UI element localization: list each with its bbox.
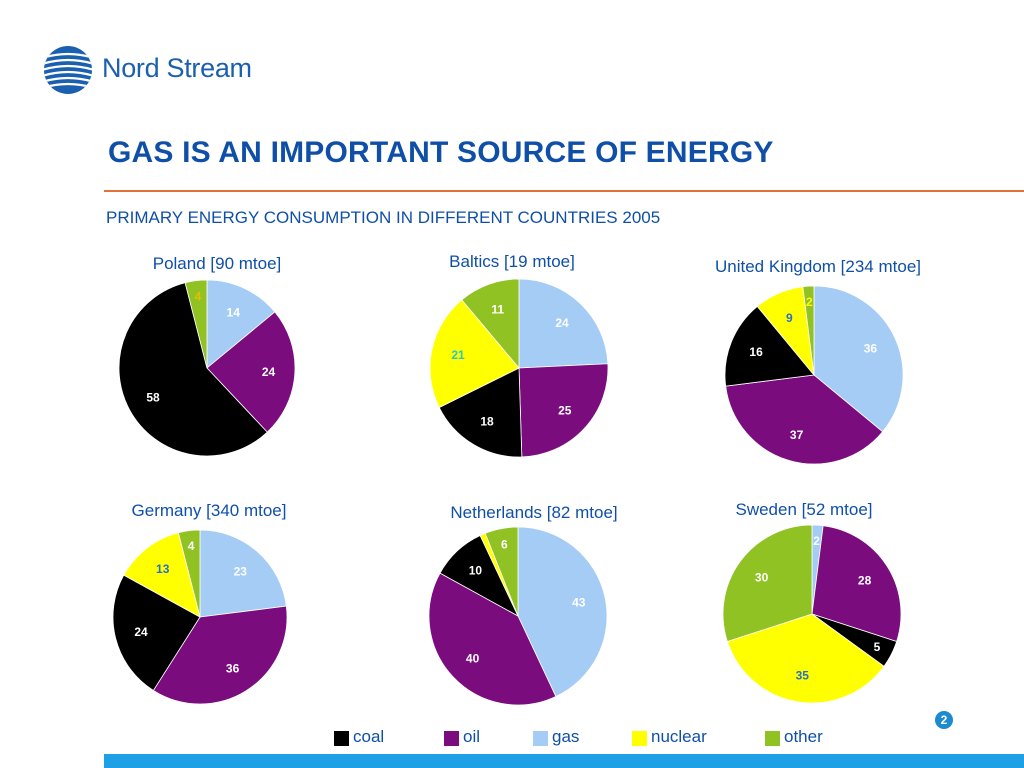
pie-slice-poland-oil (206, 311, 296, 433)
pie-slice-baltics-nuclear (429, 299, 520, 409)
pie-label-united-kingdom-other: 2 (806, 295, 813, 309)
legend-swatch-nuclear (632, 731, 647, 746)
pie-label-baltics-nuclear: 21 (451, 348, 465, 362)
pie-sweden: 2 28 5 35 30 (722, 524, 902, 704)
page-title: GAS IS AN IMPORTANT SOURCE OF ENERGY (108, 136, 774, 169)
pie-label-baltics-gas: 24 (555, 316, 569, 330)
legend-swatch-oil (444, 731, 459, 746)
legend-label-coal: coal (353, 727, 385, 746)
pie-label-baltics-coal: 18 (480, 415, 494, 429)
nord-stream-logo: Nord Stream (42, 44, 282, 96)
logo-globe-icon (44, 46, 92, 94)
pie-label-united-kingdom-oil: 37 (790, 428, 804, 442)
pie-label-germany-oil: 36 (226, 661, 240, 675)
pie-slice-netherlands-oil (428, 572, 557, 706)
footer-bar (104, 754, 1024, 768)
pie-label-united-kingdom-coal: 16 (749, 345, 763, 359)
page-subtitle: PRIMARY ENERGY CONSUMPTION IN DIFFERENT … (106, 208, 661, 227)
pie-label-germany-coal: 24 (134, 625, 148, 639)
pie-poland: 14 24 58 4 (118, 279, 296, 457)
pie-label-germany-other: 4 (188, 539, 195, 553)
pie-label-netherlands-coal: 10 (469, 564, 483, 578)
page-number-badge: 2 (935, 711, 953, 729)
pie-slice-germany-nuclear (123, 532, 201, 618)
title-divider (104, 190, 1024, 192)
pie-label-netherlands-other: 6 (501, 537, 508, 551)
legend-swatch-gas (533, 731, 548, 746)
pie-label-baltics-oil: 25 (558, 403, 572, 417)
pie-united-kingdom: 36 37 16 92 (724, 285, 904, 465)
pie-label-baltics-other: 11 (491, 303, 504, 317)
pie-slice-baltics-oil (518, 363, 609, 458)
pie-slice-netherlands-gas (517, 526, 608, 698)
legend-label-nuclear: nuclear (651, 727, 707, 746)
pie-label-netherlands-oil: 40 (466, 652, 480, 666)
pie-slice-sweden-oil (811, 525, 902, 643)
legend-label-oil: oil (463, 727, 481, 746)
pie-germany: 23 36 24 13 4 (112, 529, 288, 705)
pie-label-sweden-coal: 5 (874, 640, 881, 654)
pie-label-sweden-oil: 28 (858, 574, 872, 588)
pie-title-germany: Germany [340 mtoe] (131, 501, 287, 520)
pie-title-sweden: Sweden [52 mtoe] (735, 500, 873, 519)
pie-label-sweden-other: 30 (755, 570, 769, 584)
pie-label-netherlands-gas: 43 (572, 595, 586, 609)
pie-label-sweden-nuclear: 35 (796, 669, 810, 683)
pie-title-poland: Poland [90 mtoe] (152, 254, 282, 273)
pie-slice-united-kingdom-other (802, 285, 815, 376)
pie-slice-sweden-nuclear (726, 613, 885, 704)
pie-label-sweden-gas: 2 (813, 534, 820, 548)
pie-slice-germany-oil (152, 605, 288, 705)
pie-slice-baltics-other (461, 278, 520, 370)
legend-swatch-other (765, 731, 780, 746)
brand-name: Nord Stream (102, 53, 252, 83)
chart-legend: coal oil gas nuclear other (0, 727, 1024, 749)
pie-slice-germany-gas (199, 529, 287, 618)
legend-swatch-coal (334, 731, 349, 746)
pie-title-baltics: Baltics [19 mtoe] (449, 252, 575, 271)
pie-label-united-kingdom-gas: 36 (864, 342, 878, 356)
pie-label-poland-oil: 24 (262, 365, 276, 379)
pie-slice-united-kingdom-coal (724, 305, 815, 387)
pie-title-netherlands: Netherlands [82 mtoe] (450, 503, 618, 522)
pie-slice-baltics-gas (518, 278, 609, 369)
pie-netherlands: 43 40 10 6 (428, 526, 608, 706)
pie-label-poland-other: 4 (195, 289, 202, 303)
pie-slice-sweden-other (722, 524, 813, 643)
pie-slice-germany-coal (112, 574, 201, 692)
pie-slice-netherlands-other (484, 526, 519, 617)
pie-label-germany-gas: 23 (234, 564, 248, 578)
legend-label-other: other (784, 727, 823, 746)
pie-slice-united-kingdom-gas (813, 285, 904, 433)
pie-label-united-kingdom-nuclear: 9 (786, 311, 793, 325)
legend-label-gas: gas (552, 727, 580, 746)
pie-baltics: 24 25 18 21 11 (429, 278, 609, 458)
pie-slice-baltics-coal (438, 367, 523, 458)
pie-slice-germany-other (177, 529, 201, 618)
pie-label-poland-coal: 58 (146, 391, 160, 405)
pie-slice-poland-coal (118, 282, 268, 457)
pie-slice-poland-gas (206, 279, 276, 369)
pie-title-united-kingdom: United Kingdom [234 mtoe] (714, 257, 922, 276)
pie-label-poland-gas: 14 (227, 305, 241, 319)
pie-slice-poland-other (184, 279, 208, 369)
pie-label-germany-nuclear: 13 (156, 562, 170, 576)
pie-slice-united-kingdom-oil (725, 374, 884, 465)
